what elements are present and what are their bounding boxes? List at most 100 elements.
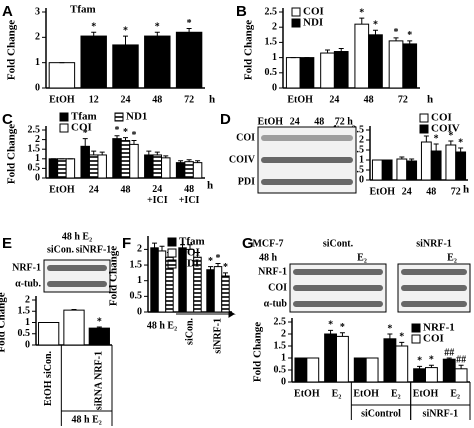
legend-swatch — [419, 113, 429, 123]
legend-label: ND1 — [126, 111, 147, 123]
legend-label: NRF-1 — [423, 322, 455, 334]
y-tick-label: 1.5 — [18, 306, 31, 317]
y-tick-label: 1 — [35, 153, 40, 164]
bar — [445, 144, 457, 181]
bar — [221, 275, 230, 313]
error-bar — [82, 138, 88, 147]
error-bar — [458, 364, 464, 369]
panel-letter: C — [2, 111, 13, 128]
bar — [38, 322, 60, 346]
legend-swatch — [291, 7, 301, 17]
significance-label: * — [123, 127, 128, 138]
error-bar — [152, 242, 158, 248]
bar — [388, 40, 404, 89]
x-tick-label: siNRF-1 — [212, 318, 223, 354]
error-bar — [409, 158, 415, 161]
y-tick-label: 0.5 — [130, 291, 143, 302]
x-tick-label: siRNA NRF-1 — [94, 351, 105, 410]
error-bar — [195, 160, 201, 163]
y-tick-label: 0.5 — [28, 163, 41, 174]
error-bar — [123, 35, 128, 45]
y-tick-label: 2 — [359, 134, 364, 145]
significance-label: * — [187, 18, 192, 29]
x-axis-label: 48 h E₂ — [147, 320, 177, 331]
legend-label: Tfam — [179, 236, 205, 248]
error-bar — [114, 135, 120, 139]
bar — [294, 357, 308, 383]
error-bar — [222, 272, 228, 276]
significance-label: * — [340, 322, 345, 333]
x-tick-label: siCon. — [184, 318, 195, 345]
significance-label: * — [216, 253, 221, 264]
bar — [371, 159, 383, 181]
error-bar — [96, 326, 102, 329]
significance-label: * — [407, 30, 412, 41]
bar — [80, 145, 90, 179]
x-tick-label: EtOH siCon. — [43, 351, 54, 407]
blot-sublane-label: E₂ — [447, 252, 457, 263]
x-tick-label: 48 +ICI — [179, 184, 200, 206]
x-tick-label: E₂ — [332, 388, 342, 399]
significance-label: * — [223, 262, 228, 273]
x-tick-label: EtOH — [353, 388, 379, 399]
bar — [365, 357, 379, 383]
blot-header: 48 h — [259, 252, 278, 263]
bar — [48, 158, 59, 179]
blot-lane-label: 24 — [290, 116, 300, 127]
blot-row-label: COI — [236, 132, 255, 143]
error-bar — [186, 159, 192, 162]
bar — [88, 154, 99, 179]
y-axis-label: Fold Change — [6, 124, 18, 184]
y-tick-label: 1 — [359, 154, 364, 165]
y-tick-label: 2 — [25, 294, 30, 305]
y-axis-label: Fold Change — [6, 20, 18, 80]
error-bar — [194, 252, 200, 258]
x-tick-label: 72 — [451, 186, 461, 197]
bar — [192, 162, 203, 179]
y-tick-label: 2.5 — [265, 6, 278, 17]
y-tick-label: 0 — [359, 174, 364, 185]
error-bar — [446, 357, 452, 360]
bar — [430, 150, 442, 181]
error-bar — [131, 140, 137, 145]
error-bar — [339, 332, 345, 337]
error-bar — [91, 150, 97, 155]
y-tick-label: 2.5 — [28, 124, 41, 135]
x-unit: h — [207, 180, 213, 192]
x-tick-label: EtOH — [294, 388, 320, 399]
blot-header: MCF-7 — [252, 238, 283, 249]
bar — [184, 161, 194, 179]
significance-label: * — [458, 137, 463, 148]
y-axis-label: Fold Change — [0, 292, 8, 352]
bar — [395, 345, 409, 383]
y-tick-label: 1 — [272, 52, 277, 63]
bar — [161, 157, 171, 179]
bar — [213, 266, 223, 313]
legend-swatch — [167, 248, 177, 258]
bar — [112, 138, 122, 179]
bar — [175, 31, 203, 89]
error-bar — [458, 147, 464, 152]
blot-sublane-label: E₂ — [357, 252, 367, 263]
significance-label: * — [208, 256, 213, 267]
blot-row-label: NRF-1 — [12, 262, 41, 273]
legend-label: COI — [179, 247, 200, 259]
blot-lane-label: siCon. — [47, 244, 74, 255]
legend-label: COI — [423, 333, 444, 345]
error-bar — [338, 47, 344, 52]
y-tick-label: 1.5 — [130, 259, 143, 270]
error-bar — [387, 333, 393, 339]
bar — [306, 357, 320, 383]
significance-label: * — [328, 320, 333, 331]
blot-band — [261, 135, 353, 141]
bar — [320, 52, 335, 89]
bar — [206, 269, 215, 313]
blot-lane-label: 48 — [314, 116, 324, 127]
bar — [57, 158, 67, 179]
legend-swatch — [411, 323, 421, 333]
significance-label: * — [394, 27, 399, 38]
bar — [381, 159, 393, 181]
y-axis-label: Fold Change — [252, 322, 264, 382]
bar — [333, 51, 349, 89]
significance-label: * — [373, 20, 378, 31]
